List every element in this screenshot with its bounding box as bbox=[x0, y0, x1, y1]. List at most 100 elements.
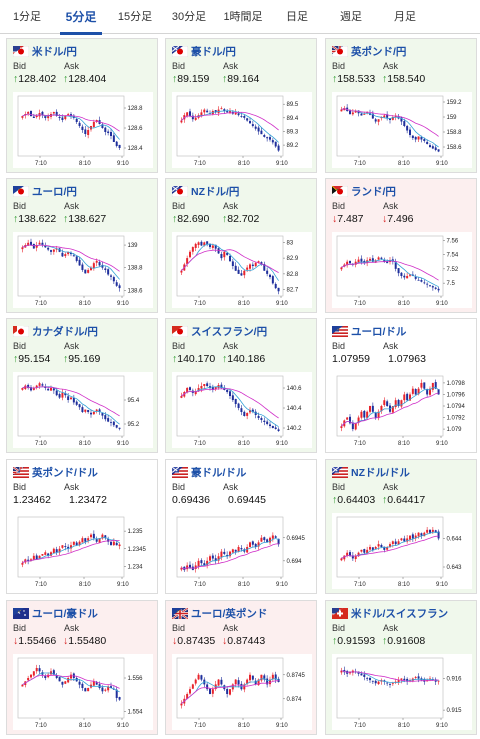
candle-body bbox=[21, 684, 24, 687]
pair-name-link[interactable]: 英ポンド/ドル bbox=[13, 465, 98, 479]
bid-label: Bid bbox=[172, 623, 186, 633]
candle-body bbox=[95, 539, 98, 542]
candle-body bbox=[271, 276, 274, 284]
candle-body bbox=[363, 114, 366, 115]
pair-name-link[interactable]: NZドル/円 bbox=[172, 184, 239, 198]
candle-body bbox=[391, 117, 394, 120]
plot-frame bbox=[176, 235, 284, 297]
rate-card[interactable]: NZドル/ドル Bid Ask ↑0.64403 ↑0.64417 0.644 0.643 7… bbox=[325, 459, 477, 594]
candlestick-chart[interactable]: 0.8745 0.874 7:10 8:10 9:10 bbox=[172, 654, 312, 730]
tab-30m[interactable]: 30分足 bbox=[171, 11, 207, 23]
rate-card[interactable]: ランド/円 Bid Ask ↓7.487 ↓7.496 7.56 7.54 7.52 7.5 7:… bbox=[325, 178, 477, 313]
pair-name-link[interactable]: ユーロ/豪ドル bbox=[13, 606, 98, 620]
x-tick-label: 8:10 bbox=[79, 301, 91, 307]
candle-body bbox=[377, 257, 380, 260]
candle-body bbox=[55, 390, 58, 396]
rate-card[interactable]: NZドル/円 Bid Ask ↑82.690 ↑82.702 83 82.9 82.8 82.7… bbox=[165, 178, 317, 313]
pair-name-link[interactable]: NZドル/ドル bbox=[332, 465, 410, 479]
rate-card[interactable]: ユーロ/円 Bid Ask ↑138.622 ↑138.627 139 138.8 138.6… bbox=[6, 178, 158, 313]
pair-name-text: ユーロ/豪ドル bbox=[32, 607, 98, 620]
pair-name-link[interactable]: ユーロ/英ポンド bbox=[172, 606, 267, 620]
tab-1h[interactable]: 1時間足 bbox=[223, 11, 263, 23]
candlestick-chart[interactable]: 1.235 1.2345 1.234 7:10 8:10 9:10 bbox=[13, 513, 153, 589]
candle-body bbox=[81, 407, 84, 412]
tab-15m[interactable]: 15分足 bbox=[117, 11, 153, 23]
x-tick-label: 9:10 bbox=[117, 441, 129, 447]
candle-body bbox=[90, 412, 92, 415]
pair-name-link[interactable]: ユーロ/円 bbox=[13, 184, 77, 198]
candlestick-chart[interactable]: 139 138.8 138.6 7:10 8:10 9:10 bbox=[13, 232, 153, 308]
candle-body bbox=[203, 563, 206, 566]
candlestick-chart[interactable]: 0.916 0.915 7:10 8:10 9:10 bbox=[332, 654, 472, 730]
rate-card[interactable]: 豪ドル/ドル Bid Ask 0.69436 0.69445 0.6945 0.694 7:1… bbox=[165, 459, 317, 594]
candlestick-chart[interactable]: 7.56 7.54 7.52 7.5 7:10 8:10 9:10 bbox=[332, 232, 472, 308]
candle-body bbox=[426, 283, 429, 285]
candle-body bbox=[70, 114, 72, 116]
pair-name-link[interactable]: 米ドル/円 bbox=[13, 44, 77, 58]
candle-body bbox=[118, 427, 121, 429]
ask-label: Ask bbox=[223, 623, 239, 633]
tab-1m[interactable]: 1分足 bbox=[12, 11, 42, 23]
candle-body bbox=[360, 549, 363, 552]
candle-body bbox=[92, 122, 95, 128]
bid-value: 158.533 bbox=[337, 73, 376, 85]
pair-name-link[interactable]: ユーロ/ドル bbox=[332, 324, 406, 338]
candle-body bbox=[67, 396, 70, 400]
tab-5m[interactable]: 5分足 bbox=[54, 0, 108, 35]
rate-card[interactable]: ユーロ/英ポンド Bid Ask ↓0.87435 ↓0.87443 0.8745 0.87… bbox=[165, 600, 317, 735]
candlestick-chart[interactable]: 0.644 0.643 7:10 8:10 9:10 bbox=[332, 513, 472, 589]
candlestick-chart[interactable]: 83 82.9 82.8 82.7 7:10 8:10 9:10 bbox=[172, 232, 312, 308]
pair-name-link[interactable]: カナダドル/円 bbox=[13, 324, 98, 338]
rate-card[interactable]: 英ポンド/ドル Bid Ask 1.23462 1.23472 1.235 1.2345 1.… bbox=[6, 459, 158, 594]
candle-body bbox=[354, 423, 357, 430]
rate-card[interactable]: 米ドル/円 Bid Ask ↑128.402 ↑128.404 128.8 128.6 128… bbox=[6, 38, 158, 173]
rate-card[interactable]: カナダドル/円 Bid Ask ↑95.154 ↑95.169 95.4 95.2 7:10 8… bbox=[6, 318, 158, 453]
y-tick-label: 158.8 bbox=[447, 130, 463, 136]
tab-week[interactable]: 週足 bbox=[340, 11, 362, 23]
ask-value: 1.07963 bbox=[388, 353, 426, 365]
rate-card[interactable]: 豪ドル/円 Bid Ask ↑89.159 ↑89.164 89.5 89.4 89.3 89.… bbox=[165, 38, 317, 173]
currency-flag-icon bbox=[13, 607, 29, 619]
pair-name-text: スイスフラン/円 bbox=[191, 325, 268, 338]
candle-body bbox=[107, 418, 110, 422]
candlestick-chart[interactable]: 140.6 140.4 140.2 7:10 8:10 9:10 bbox=[172, 372, 312, 448]
candlestick-chart[interactable]: 89.5 89.4 89.3 89.2 7:10 8:10 9:10 bbox=[172, 92, 312, 168]
tab-month[interactable]: 月足 bbox=[394, 11, 416, 23]
candle-body bbox=[61, 545, 64, 548]
candlestick-chart[interactable]: 128.8 128.6 128.4 7:10 8:10 9:10 bbox=[13, 92, 153, 168]
candle-body bbox=[437, 531, 440, 539]
y-tick-label: 158.6 bbox=[447, 145, 463, 151]
candle-body bbox=[194, 565, 197, 569]
candle-body bbox=[257, 261, 260, 263]
pair-name-link[interactable]: スイスフラン/円 bbox=[172, 324, 267, 338]
candle-body bbox=[41, 554, 44, 556]
tab-day[interactable]: 日足 bbox=[286, 11, 308, 23]
candle-body bbox=[349, 672, 351, 674]
ask-value: 82.702 bbox=[227, 213, 260, 225]
rate-card[interactable]: ユーロ/豪ドル Bid Ask ↓1.55466 ↓1.55480 1.556 1.554 7… bbox=[6, 600, 158, 735]
pair-name-link[interactable]: ランド/円 bbox=[332, 184, 396, 198]
currency-flag-icon bbox=[332, 325, 348, 337]
candle-body bbox=[277, 287, 280, 292]
candlestick-chart[interactable]: 95.4 95.2 7:10 8:10 9:10 bbox=[13, 372, 153, 448]
candlestick-chart[interactable]: 0.6945 0.694 7:10 8:10 9:10 bbox=[172, 513, 312, 589]
rate-card[interactable]: 米ドル/スイスフラン Bid Ask ↑0.91593 ↑0.91608 0.916 0.9… bbox=[325, 600, 477, 735]
candle-body bbox=[254, 262, 257, 267]
candle-body bbox=[64, 546, 67, 547]
candlestick-chart[interactable]: 1.0798 1.0796 1.0794 1.0792 1.079 7:10 8:10 9:1… bbox=[332, 372, 472, 448]
rate-card[interactable]: ユーロ/ドル Bid Ask 1.07959 1.07963 1.0798 1.0796 1.… bbox=[325, 318, 477, 453]
rate-card[interactable]: 英ポンド/円 Bid Ask ↑158.533 ↑158.540 159.2 159 158.… bbox=[325, 38, 477, 173]
candle-body bbox=[266, 421, 269, 424]
candle-body bbox=[189, 111, 191, 117]
ask-price: ↑140.186 bbox=[222, 353, 265, 365]
pair-name-link[interactable]: 豪ドル/円 bbox=[172, 44, 236, 58]
candlestick-chart[interactable]: 1.556 1.554 7:10 8:10 9:10 bbox=[13, 654, 153, 730]
candlestick-chart[interactable]: 159.2 159 158.8 158.6 7:10 8:10 9:10 bbox=[332, 92, 472, 168]
candle-body bbox=[409, 394, 411, 401]
pair-name-link[interactable]: 米ドル/スイスフラン bbox=[332, 606, 448, 620]
pair-name-link[interactable]: 英ポンド/円 bbox=[332, 44, 406, 58]
candle-body bbox=[217, 679, 220, 686]
pair-name-link[interactable]: 豪ドル/ドル bbox=[172, 465, 246, 479]
rate-card[interactable]: スイスフラン/円 Bid Ask ↑140.170 ↑140.186 140.6 140.4… bbox=[165, 318, 317, 453]
candle-body bbox=[251, 541, 254, 545]
